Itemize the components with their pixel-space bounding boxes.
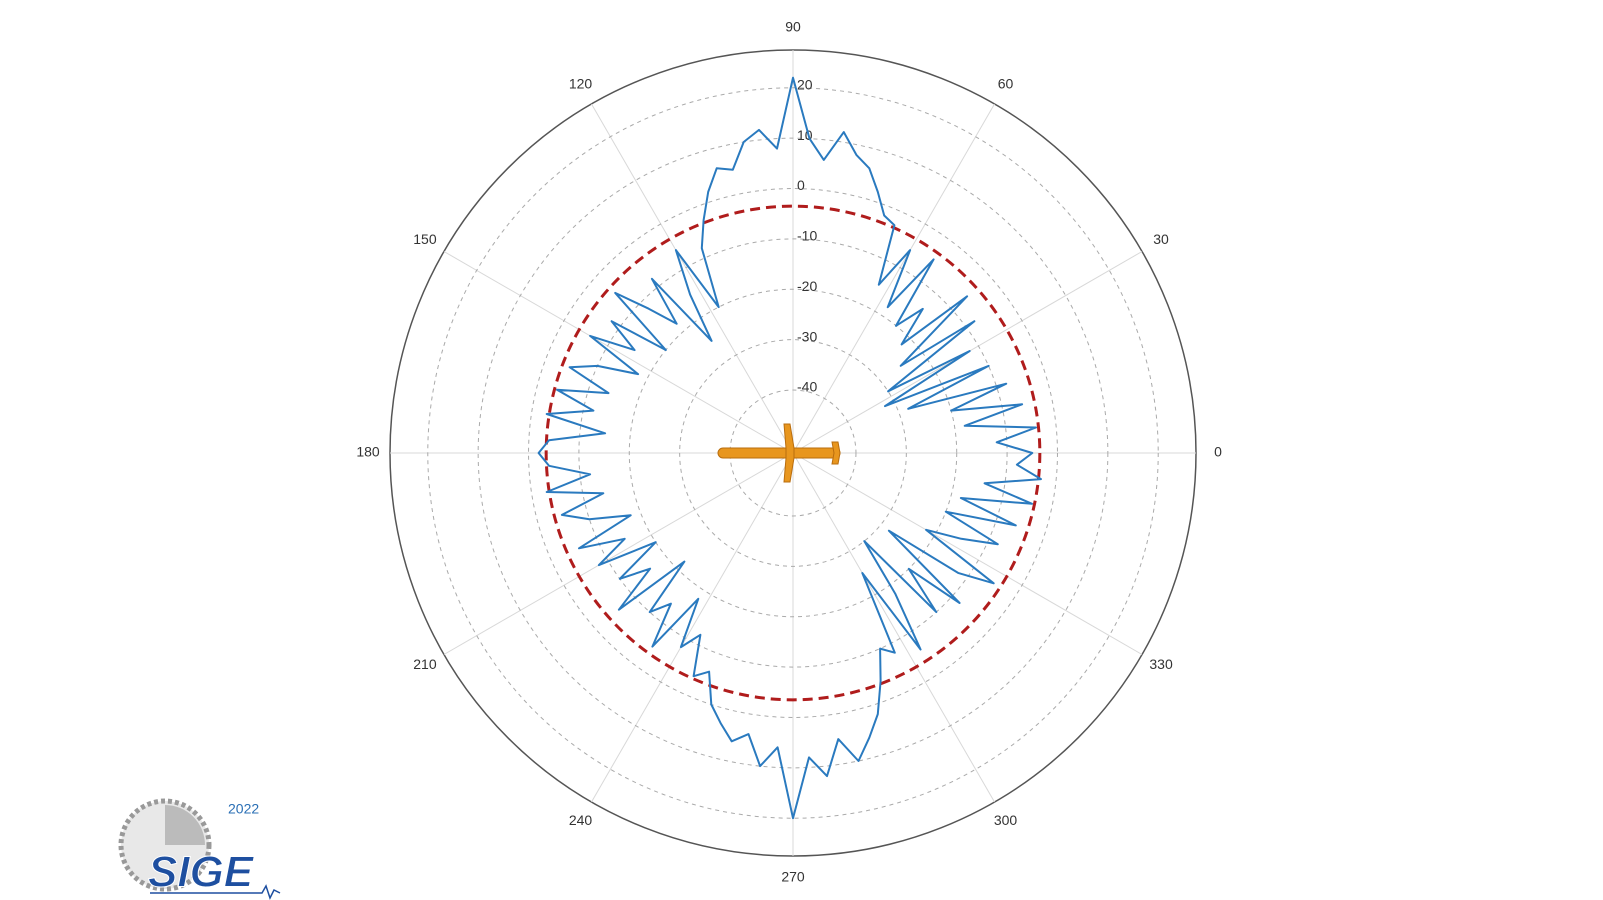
spoke xyxy=(443,251,794,454)
fuselage xyxy=(717,447,841,459)
theta-tick-label: 240 xyxy=(569,812,593,828)
reference-circle xyxy=(544,204,1042,702)
spoke xyxy=(591,452,794,803)
theta-tick-label: 30 xyxy=(1153,231,1169,247)
theta-tick-label: 0 xyxy=(1214,444,1222,460)
theta-tick-label: 90 xyxy=(785,19,801,35)
spoke xyxy=(591,103,794,454)
logo-year: 2022 xyxy=(228,801,259,817)
grid-circle xyxy=(427,87,1159,819)
grid-circle xyxy=(477,137,1109,769)
theta-tick-label: 330 xyxy=(1149,656,1173,672)
r-tick-label: -10 xyxy=(797,228,817,244)
theta-tick-label: 180 xyxy=(356,444,380,460)
logo: 2022 SIGE xyxy=(118,798,281,900)
grid-circle xyxy=(628,288,958,618)
rcs-line xyxy=(537,76,1042,820)
plot xyxy=(537,76,1042,820)
spoke xyxy=(792,103,995,454)
aircraft xyxy=(717,423,841,483)
theta-tick-label: 120 xyxy=(569,76,593,92)
wing xyxy=(783,423,795,483)
grid-circle xyxy=(729,389,857,517)
tail xyxy=(831,441,841,465)
r-tick-label: -40 xyxy=(797,379,817,395)
grid-circle xyxy=(679,339,907,567)
logo-sweep xyxy=(165,805,205,845)
r-tick-label: 20 xyxy=(797,76,813,92)
logo-line xyxy=(150,884,281,900)
r-tick-label: -30 xyxy=(797,328,817,344)
theta-tick-label: 270 xyxy=(781,869,805,885)
theta-tick-label: 150 xyxy=(413,231,437,247)
r-tick-label: -20 xyxy=(797,278,817,294)
theta-tick-label: 300 xyxy=(994,812,1018,828)
theta-tick-label: 60 xyxy=(998,76,1014,92)
theta-tick-label: 210 xyxy=(413,656,437,672)
logo-name: SIGE xyxy=(148,848,255,897)
spoke xyxy=(443,452,794,655)
grid: 0 30 60 90 120 150 180 210 240 270 300 330 -40 -30 -20… xyxy=(356,19,1222,885)
r-tick-label: 0 xyxy=(797,177,805,193)
spoke xyxy=(792,452,995,803)
grid-circle xyxy=(528,188,1058,718)
grid-circle xyxy=(578,238,1008,668)
spoke xyxy=(792,452,1143,655)
